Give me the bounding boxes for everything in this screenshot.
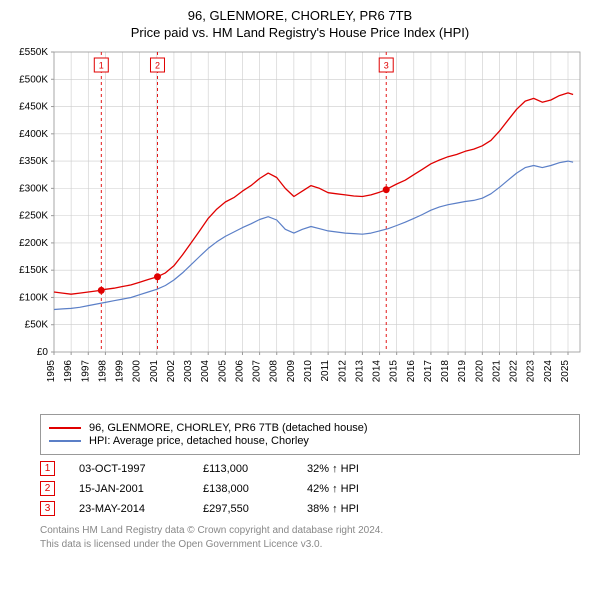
svg-text:£400K: £400K xyxy=(19,129,48,140)
svg-text:2013: 2013 xyxy=(354,360,365,383)
svg-text:2005: 2005 xyxy=(217,360,228,383)
transaction-row: 1 03-OCT-1997 £113,000 32% ↑ HPI xyxy=(40,461,580,476)
svg-text:2002: 2002 xyxy=(166,360,177,383)
svg-text:2007: 2007 xyxy=(252,360,263,383)
svg-text:2010: 2010 xyxy=(303,360,314,383)
legend-row-series2: HPI: Average price, detached house, Chor… xyxy=(49,435,571,447)
svg-text:1998: 1998 xyxy=(97,360,108,383)
transaction-marker-3: 3 xyxy=(40,501,55,516)
footer-line2: This data is licensed under the Open Gov… xyxy=(40,538,580,552)
svg-text:1996: 1996 xyxy=(63,360,74,383)
transaction-price: £113,000 xyxy=(203,463,283,475)
transaction-hpi: 32% ↑ HPI xyxy=(307,463,359,475)
svg-text:2014: 2014 xyxy=(372,360,383,383)
chart-container: 96, GLENMORE, CHORLEY, PR6 7TB Price pai… xyxy=(0,0,600,561)
transaction-row: 3 23-MAY-2014 £297,550 38% ↑ HPI xyxy=(40,501,580,516)
svg-text:£550K: £550K xyxy=(19,47,48,58)
svg-text:2023: 2023 xyxy=(526,360,537,383)
svg-text:1995: 1995 xyxy=(46,360,57,383)
title-address: 96, GLENMORE, CHORLEY, PR6 7TB xyxy=(10,8,590,23)
transaction-marker-2: 2 xyxy=(40,481,55,496)
svg-text:2003: 2003 xyxy=(183,360,194,383)
footer-attribution: Contains HM Land Registry data © Crown c… xyxy=(40,524,580,551)
svg-text:2015: 2015 xyxy=(389,360,400,383)
transaction-date: 23-MAY-2014 xyxy=(79,503,179,515)
svg-text:2011: 2011 xyxy=(320,360,331,382)
legend-swatch-series2 xyxy=(49,440,81,442)
svg-text:£250K: £250K xyxy=(19,211,48,222)
svg-text:2004: 2004 xyxy=(200,360,211,383)
svg-text:1: 1 xyxy=(99,61,104,71)
svg-text:2009: 2009 xyxy=(286,360,297,383)
svg-text:2006: 2006 xyxy=(234,360,245,383)
svg-text:£0: £0 xyxy=(37,347,49,358)
transaction-marker-1: 1 xyxy=(40,461,55,476)
svg-text:2: 2 xyxy=(155,61,160,71)
svg-text:2008: 2008 xyxy=(269,360,280,383)
transactions-block: 1 03-OCT-1997 £113,000 32% ↑ HPI 2 15-JA… xyxy=(40,461,580,516)
svg-text:3: 3 xyxy=(384,61,389,71)
legend-row-series1: 96, GLENMORE, CHORLEY, PR6 7TB (detached… xyxy=(49,422,571,434)
svg-text:£350K: £350K xyxy=(19,156,48,167)
chart-area: £0 £50K £100K £150K £200K £250K £300K £350K £400… xyxy=(10,46,590,406)
chart-svg: £0 £50K £100K £150K £200K £250K £300K £350K £400… xyxy=(10,46,590,406)
svg-text:£500K: £500K xyxy=(19,74,48,85)
svg-text:£100K: £100K xyxy=(19,292,48,303)
svg-text:2019: 2019 xyxy=(457,360,468,383)
svg-text:2018: 2018 xyxy=(440,360,451,383)
svg-text:2016: 2016 xyxy=(406,360,417,383)
legend-label-series1: 96, GLENMORE, CHORLEY, PR6 7TB (detached… xyxy=(89,422,368,434)
svg-text:2017: 2017 xyxy=(423,360,434,383)
svg-text:2020: 2020 xyxy=(474,360,485,383)
svg-text:1997: 1997 xyxy=(80,360,91,383)
transaction-price: £138,000 xyxy=(203,483,283,495)
transaction-row: 2 15-JAN-2001 £138,000 42% ↑ HPI xyxy=(40,481,580,496)
transaction-price: £297,550 xyxy=(203,503,283,515)
transaction-date: 03-OCT-1997 xyxy=(79,463,179,475)
svg-text:£450K: £450K xyxy=(19,102,48,113)
svg-text:£150K: £150K xyxy=(19,265,48,276)
transaction-date: 15-JAN-2001 xyxy=(79,483,179,495)
svg-text:£300K: £300K xyxy=(19,183,48,194)
svg-text:2022: 2022 xyxy=(509,360,520,383)
svg-text:2001: 2001 xyxy=(149,360,160,383)
svg-text:2000: 2000 xyxy=(132,360,143,383)
title-block: 96, GLENMORE, CHORLEY, PR6 7TB Price pai… xyxy=(10,8,590,40)
legend-label-series2: HPI: Average price, detached house, Chor… xyxy=(89,435,309,447)
svg-text:2012: 2012 xyxy=(337,360,348,383)
footer-line1: Contains HM Land Registry data © Crown c… xyxy=(40,524,580,538)
legend-swatch-series1 xyxy=(49,427,81,429)
transaction-hpi: 42% ↑ HPI xyxy=(307,483,359,495)
svg-text:£200K: £200K xyxy=(19,238,48,249)
svg-text:2024: 2024 xyxy=(543,360,554,383)
svg-text:£50K: £50K xyxy=(25,320,49,331)
legend-box: 96, GLENMORE, CHORLEY, PR6 7TB (detached… xyxy=(40,414,580,455)
title-subtitle: Price paid vs. HM Land Registry's House … xyxy=(10,25,590,40)
svg-text:2021: 2021 xyxy=(491,360,502,383)
svg-text:1999: 1999 xyxy=(115,360,126,383)
svg-text:2025: 2025 xyxy=(560,360,571,383)
transaction-hpi: 38% ↑ HPI xyxy=(307,503,359,515)
